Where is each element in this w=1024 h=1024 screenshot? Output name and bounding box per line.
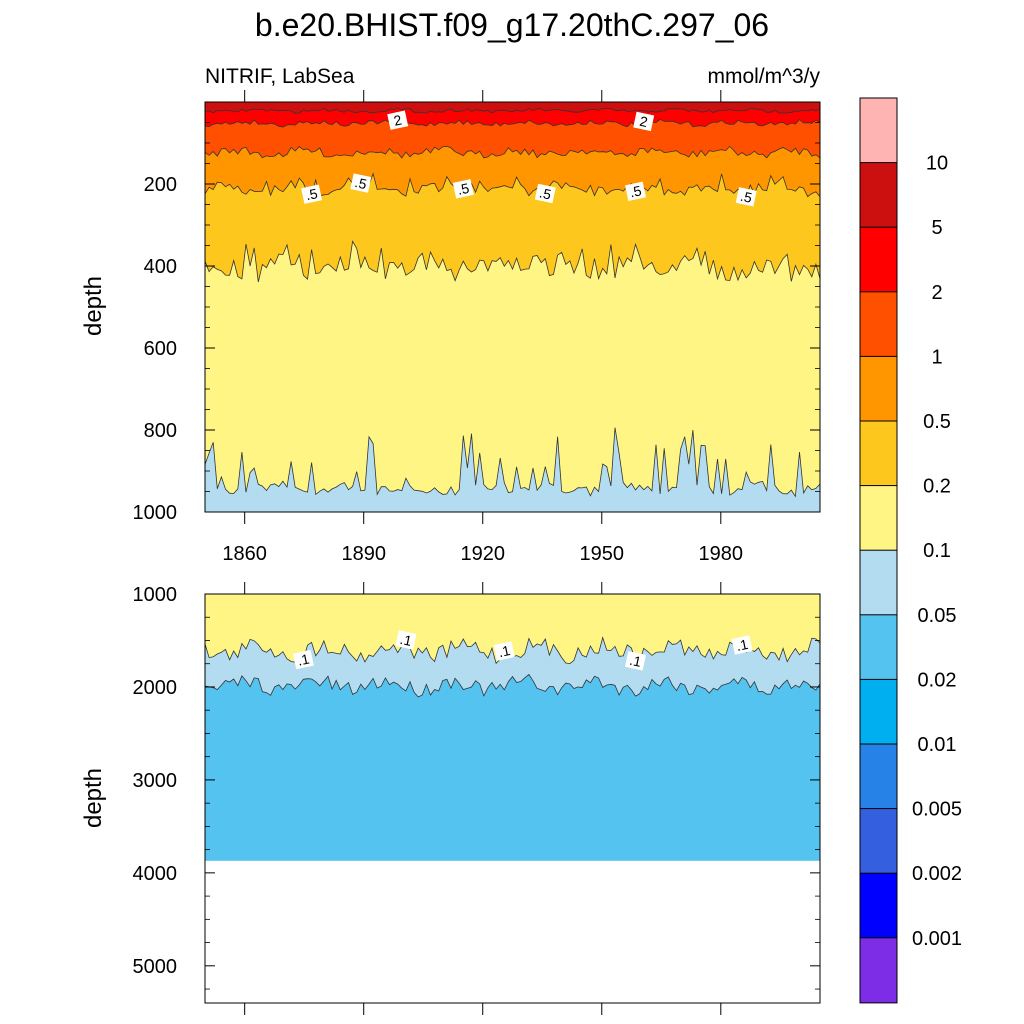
top-contour-fill [205, 102, 820, 512]
colorbar-swatch-12 [859, 808, 898, 875]
top-contour-line-5 [204, 107, 821, 114]
colorbar-label-13: 0.001 [912, 928, 962, 950]
bottom-contour-label-5: .1 [731, 635, 753, 655]
colorbar-swatch-14 [859, 937, 898, 1004]
bottom-ytick-label-5000: 5000 [133, 956, 178, 978]
colorbar-swatch-5 [859, 355, 898, 422]
top-ytick-label-1000: 1000 [133, 502, 178, 524]
colorbar-swatch-13 [859, 872, 898, 939]
bottom-contour-line-0.05 [204, 673, 821, 698]
top-contour-label-4: .5 [350, 173, 372, 193]
chart-title: b.e20.BHIST.f09_g17.20thC.297_06 [255, 7, 769, 43]
top-contour-line-0.1 [204, 427, 821, 498]
colorbar-label-6: 0.2 [923, 476, 951, 498]
colorbar-label-10: 0.01 [918, 734, 957, 756]
svg-text:.5: .5 [628, 182, 643, 200]
bottom-contour-fill [205, 594, 820, 861]
top-ytick-label-200: 200 [144, 174, 177, 196]
top-ytick-label-400: 400 [144, 256, 177, 278]
top-band-above-5 [205, 102, 820, 114]
bottom-axes: 1000 2000 3000 4000 5000 [133, 582, 820, 1015]
svg-text:.5: .5 [456, 180, 471, 198]
top-contour-label-1: 2 [387, 110, 409, 130]
colorbar-label-1: 10 [926, 153, 948, 175]
top-panel: NITRIF, LabSea mmol/m^3/y depth 2 2 .5 .5 .5… [80, 65, 821, 565]
top-contour-label-7: .5 [625, 181, 646, 201]
svg-text:.1: .1 [735, 636, 750, 654]
top-contour-line-1 [204, 145, 821, 159]
bottom-contour-label-1: .1 [292, 649, 314, 670]
top-contour-label-8: .5 [735, 187, 757, 207]
colorbar-swatch-4 [859, 291, 898, 358]
colorbar-label-9: 0.02 [918, 669, 957, 691]
svg-text:.5: .5 [304, 185, 319, 203]
top-xtick-label-1980: 1980 [699, 543, 744, 565]
svg-text:.1: .1 [497, 642, 512, 660]
colorbar-label-12: 0.002 [912, 863, 962, 885]
colorbar-swatch-9 [859, 614, 898, 681]
top-xtick-label-1950: 1950 [580, 543, 625, 565]
svg-text:.1: .1 [628, 652, 643, 670]
bottom-ytick-label-2000: 2000 [133, 677, 178, 699]
svg-text:.5: .5 [538, 184, 553, 202]
colorbar-swatch-8 [859, 549, 898, 616]
colorbar-swatch-7 [859, 485, 898, 552]
bottom-y-axis-label: depth [80, 768, 107, 828]
colorbar-swatch-2 [859, 162, 898, 229]
svg-text:.1: .1 [296, 651, 311, 669]
bottom-ytick-label-4000: 4000 [133, 863, 178, 885]
top-contour-label-6: .5 [534, 183, 556, 204]
colorbar-swatch-10 [859, 678, 898, 746]
top-contour-labels: 2 2 .5 .5 .5 .5 .5 .5 [301, 110, 757, 207]
top-contour-label-2: 2 [633, 111, 655, 132]
top-contour-label-5: .5 [452, 179, 474, 199]
svg-text:.5: .5 [739, 188, 754, 206]
top-contour-lines [204, 107, 821, 498]
colorbar-label-7: 0.1 [923, 540, 951, 562]
colorbar-swatch-3 [859, 226, 898, 293]
bottom-ytick-label-3000: 3000 [133, 770, 178, 792]
colorbar-swatch-11 [859, 743, 898, 810]
top-units-label: mmol/m^3/y [707, 65, 820, 88]
colorbar-label-4: 1 [931, 346, 942, 368]
colorbar-swatch-6 [859, 420, 898, 487]
colorbar-swatch-1 [859, 97, 898, 164]
colorbar-label-8: 0.05 [918, 605, 957, 627]
svg-text:2: 2 [392, 112, 403, 129]
svg-text:2: 2 [638, 113, 649, 130]
top-contour-line-2 [204, 118, 821, 128]
bottom-contour-label-3: .1 [493, 641, 515, 661]
top-left-label: NITRIF, LabSea [205, 65, 355, 88]
bottom-contour-label-4: .1 [625, 651, 646, 671]
top-y-axis-label: depth [80, 276, 107, 336]
top-contour-label-3: .5 [301, 184, 323, 204]
colorbar: 10 5 2 1 0.5 0.2 0.1 0.05 0.02 0.01 0.005 0.002 0.00… [859, 97, 962, 1004]
top-ytick-label-800: 800 [144, 420, 177, 442]
colorbar-label-2: 5 [931, 217, 942, 239]
top-xtick-label-1890: 1890 [341, 543, 386, 565]
colorbar-label-5: 0.5 [923, 411, 951, 433]
top-axes: 200 400 600 800 1000 1860 1890 1920 1950 1980 [133, 90, 820, 565]
bottom-plot-frame [204, 593, 821, 1004]
bottom-contour-labels: .1 .1 .1 .1 .1 [292, 630, 753, 671]
svg-text:.5: .5 [353, 174, 368, 192]
svg-text:.1: .1 [399, 631, 414, 649]
bottom-ytick-label-1000: 1000 [133, 584, 178, 606]
top-ytick-label-600: 600 [144, 338, 177, 360]
colorbar-label-11: 0.005 [912, 799, 962, 821]
top-contour-line-0.2 [204, 240, 821, 283]
bottom-contour-label-2: .1 [395, 630, 417, 650]
bottom-panel: depth .1 .1 .1 .1 .1 1000 2000 3000 4000 5000 [80, 582, 821, 1015]
colorbar-label-3: 2 [931, 282, 942, 304]
top-xtick-label-1920: 1920 [460, 543, 505, 565]
top-xtick-label-1860: 1860 [222, 543, 267, 565]
